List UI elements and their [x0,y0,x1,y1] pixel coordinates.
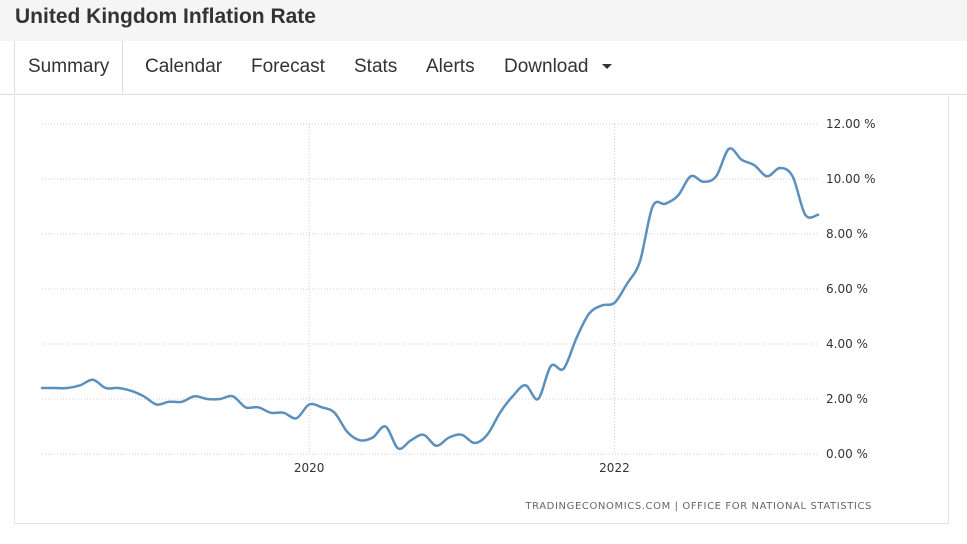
data-point[interactable] [204,396,210,402]
data-point[interactable] [52,385,58,391]
data-point[interactable] [230,393,236,399]
data-point[interactable] [764,173,770,179]
chart-panel [14,96,949,524]
data-point[interactable] [561,366,567,372]
data-point[interactable] [459,432,465,438]
data-point[interactable] [128,388,134,394]
data-point[interactable] [726,146,732,152]
y-axis-ticks: 0.00 % 2.00 % 4.00 % 6.00 % 8.00 % 10.00 % 12.… [826,117,876,461]
tab-download[interactable]: Download [504,41,612,93]
grid-lines [42,123,818,455]
series-line-0 [40,147,820,451]
data-point[interactable] [281,410,287,416]
data-point[interactable] [115,385,121,391]
y-tick-label: 0.00 % [826,447,868,461]
data-point[interactable] [268,410,274,416]
page-title: United Kingdom Inflation Rate [15,5,316,28]
y-tick-label: 8.00 % [826,227,868,241]
caret-down-icon [601,64,612,70]
data-point[interactable] [319,404,325,410]
tab-download-label: Download [504,56,589,77]
data-point[interactable] [433,443,439,449]
y-tick-label: 4.00 % [826,337,868,351]
data-point[interactable] [522,382,528,388]
data-point[interactable] [243,404,249,410]
data-point[interactable] [777,165,783,171]
data-point[interactable] [739,157,745,163]
data-point[interactable] [77,382,83,388]
x-axis-ticks: 2020 2022 [294,461,630,475]
data-point[interactable] [662,201,668,207]
data-point[interactable] [421,432,427,438]
data-point[interactable] [815,212,821,218]
data-point[interactable] [675,193,681,199]
data-point[interactable] [39,385,45,391]
tab-alerts-label: Alerts [426,56,475,77]
data-point[interactable] [612,300,618,306]
data-point[interactable] [751,162,757,168]
data-point[interactable] [141,393,147,399]
data-point[interactable] [395,446,401,452]
tab-calendar[interactable]: Calendar [145,41,222,93]
tab-stats[interactable]: Stats [354,41,397,93]
data-point[interactable] [484,432,490,438]
data-point[interactable] [217,396,223,402]
source-credit: TRADINGECONOMICS.COM | OFFICE FOR NATION… [524,501,872,512]
data-point[interactable] [586,311,592,317]
data-point[interactable] [497,410,503,416]
tab-forecast-label: Forecast [251,56,325,77]
y-tick-label: 10.00 % [826,172,876,186]
data-point[interactable] [510,393,516,399]
data-point[interactable] [535,396,541,402]
data-point[interactable] [688,173,694,179]
data-point[interactable] [408,437,414,443]
data-point[interactable] [624,281,630,287]
data-point[interactable] [179,399,185,405]
tab-summary[interactable]: Summary [14,41,124,94]
data-point[interactable] [599,303,605,309]
data-point[interactable] [64,385,70,391]
tab-bar: Summary Calendar Forecast Stats Alerts D… [0,41,967,95]
data-point[interactable] [573,336,579,342]
data-point[interactable] [357,437,363,443]
y-tick-label: 2.00 % [826,392,868,406]
data-point[interactable] [332,410,338,416]
data-point[interactable] [154,402,160,408]
x-tick-label: 2022 [599,461,630,475]
x-tick-label: 2020 [294,461,325,475]
data-point[interactable] [790,173,796,179]
data-point[interactable] [637,259,643,265]
tab-summary-label: Summary [28,56,110,77]
data-point[interactable] [713,173,719,179]
data-point[interactable] [192,393,198,399]
tab-calendar-label: Calendar [145,56,223,77]
data-point[interactable] [383,424,389,430]
y-tick-label: 6.00 % [826,282,868,296]
data-point[interactable] [103,385,109,391]
data-point[interactable] [472,440,478,446]
data-point[interactable] [344,429,350,435]
data-point[interactable] [90,377,96,383]
data-point[interactable] [255,404,261,410]
tab-stats-label: Stats [354,56,398,77]
data-point[interactable] [166,399,172,405]
page-header: United Kingdom Inflation Rate [0,0,967,42]
data-point[interactable] [370,435,376,441]
data-point[interactable] [701,179,707,185]
data-point[interactable] [293,415,299,421]
y-tick-label: 12.00 % [826,117,876,131]
data-point[interactable] [306,402,312,408]
tab-alerts[interactable]: Alerts [426,41,475,93]
data-point[interactable] [650,204,656,210]
data-point[interactable] [548,363,554,369]
data-point[interactable] [802,212,808,218]
data-point[interactable] [446,435,452,441]
tab-forecast[interactable]: Forecast [251,41,325,93]
series-layer [39,146,821,452]
